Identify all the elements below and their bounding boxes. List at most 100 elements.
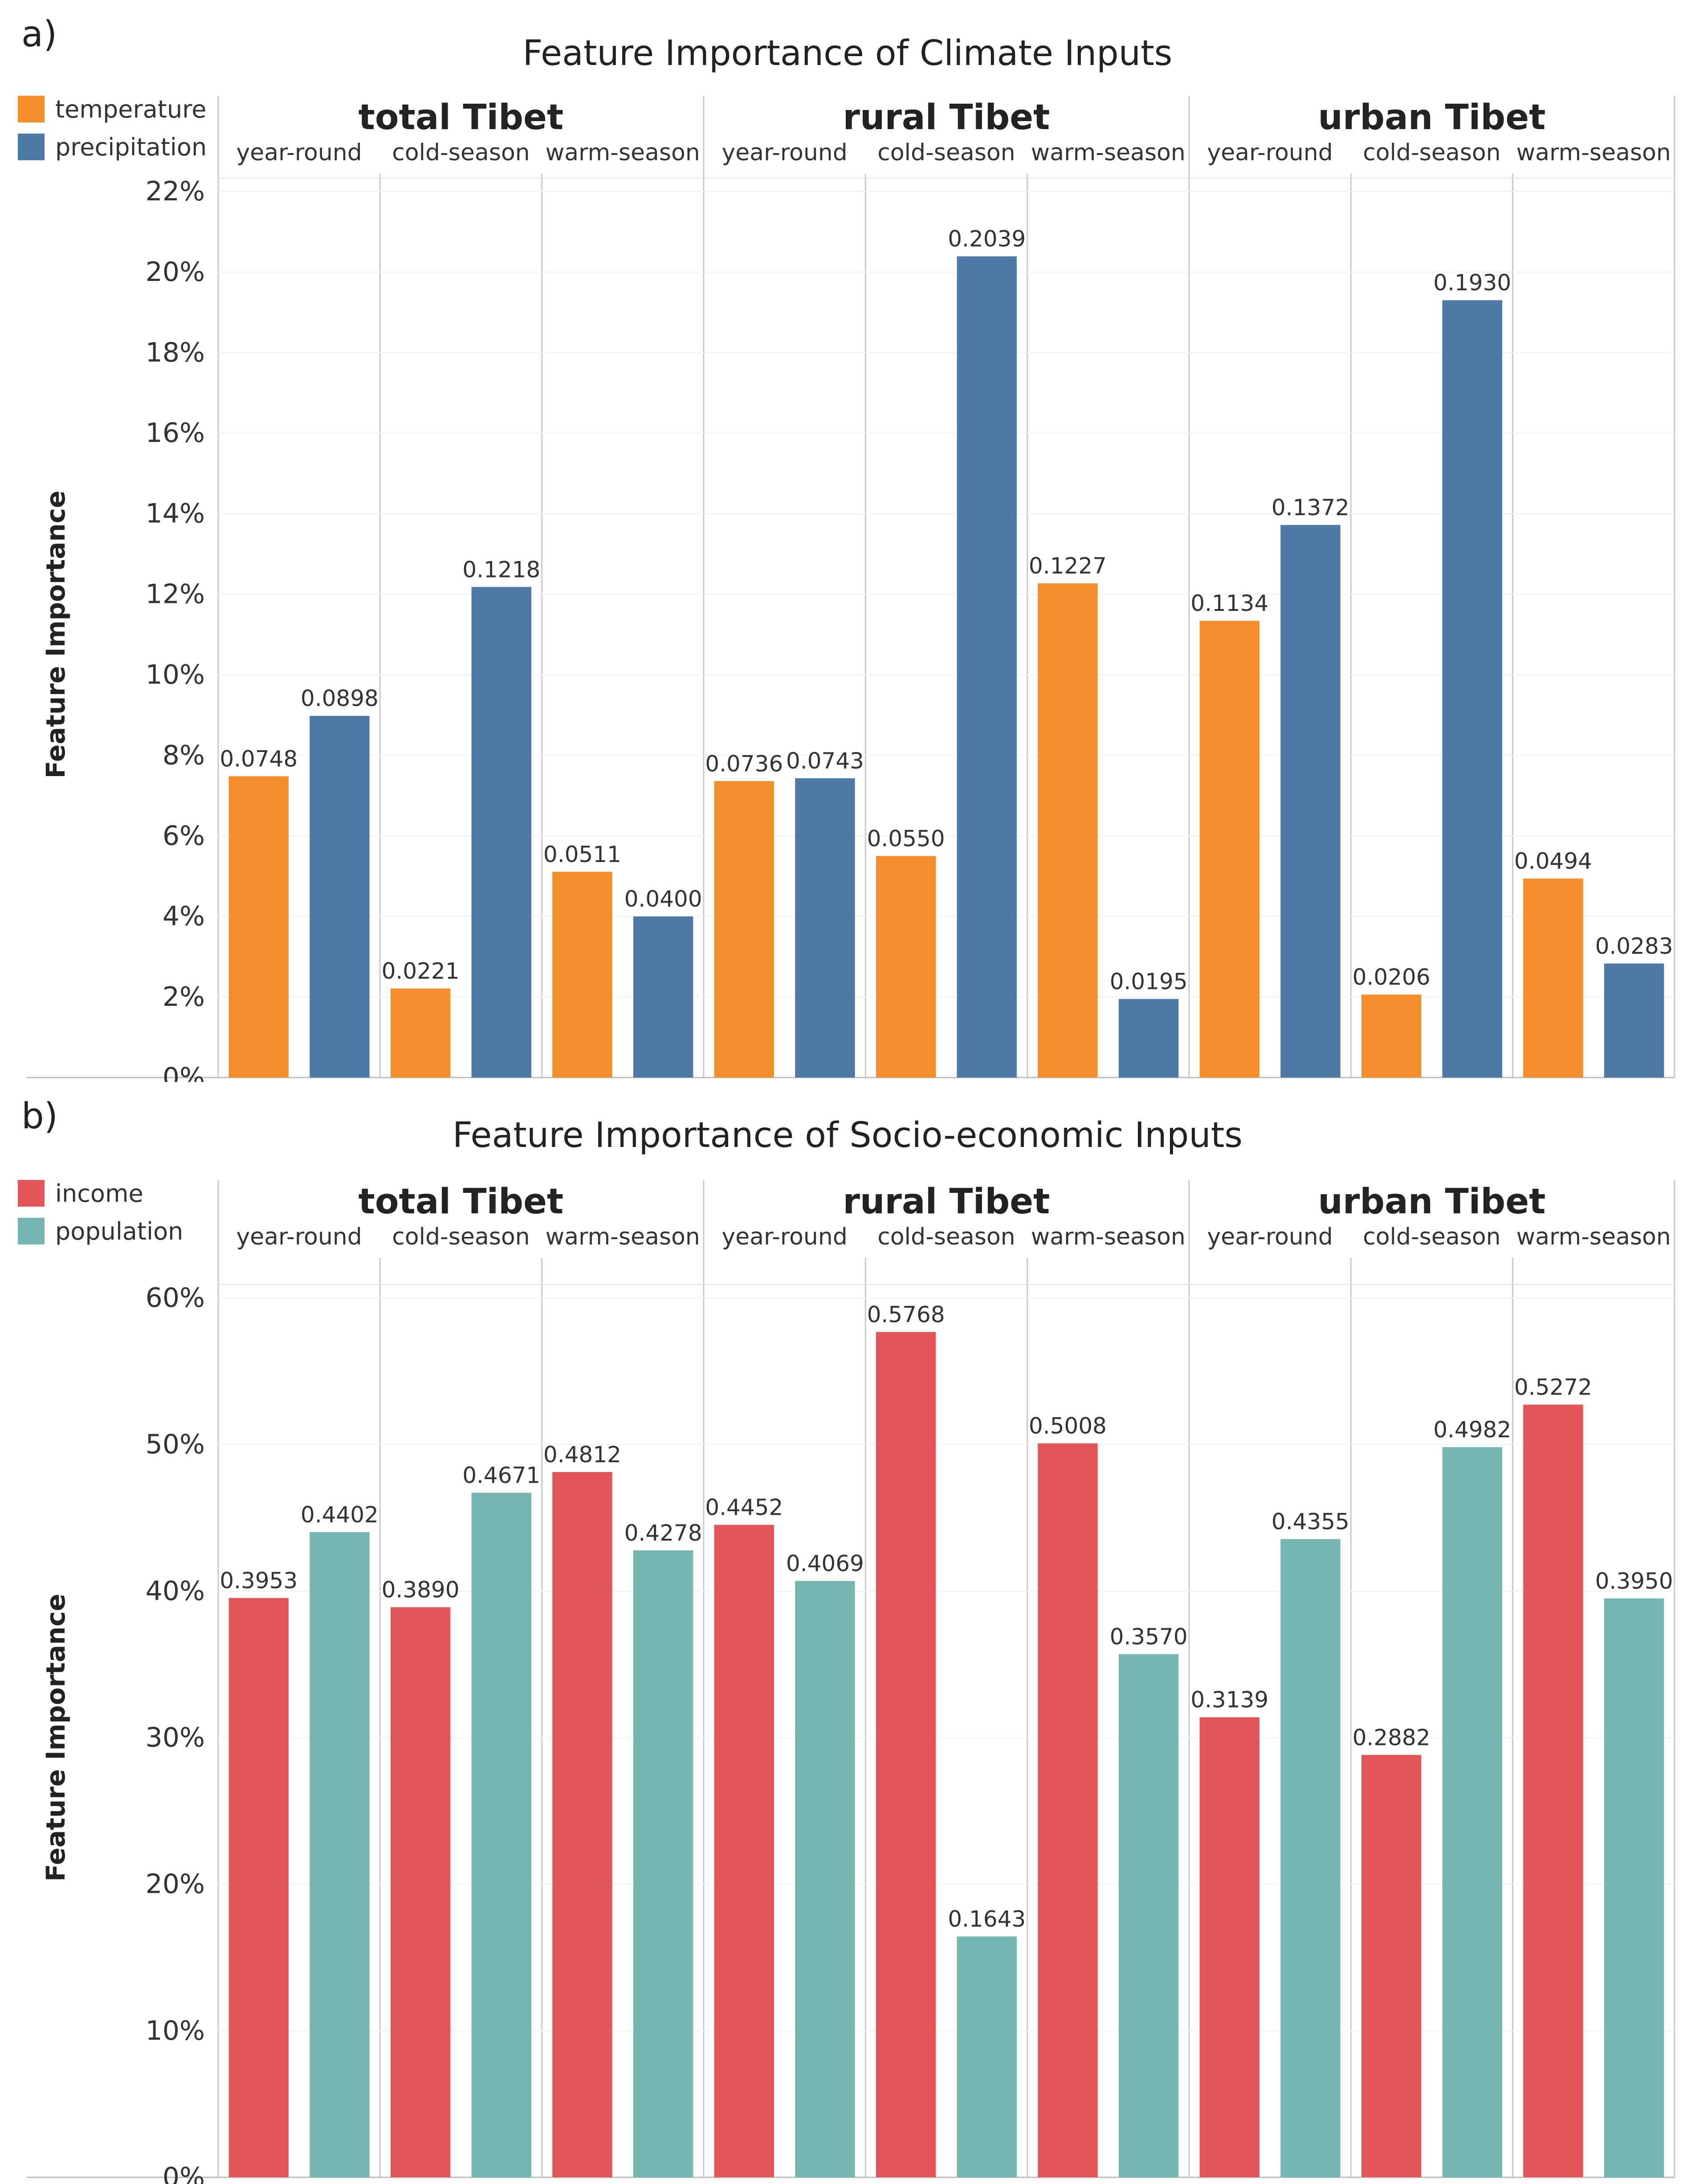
- y-tick-label: 12%: [146, 579, 205, 610]
- subgroup-header-warm-season: warm-season: [546, 1224, 700, 1250]
- legend-item-income: income: [18, 1175, 143, 1211]
- data-label-temperature: 0.0550: [867, 826, 945, 852]
- bar-income: [1199, 1717, 1260, 2177]
- data-label-income: 0.4452: [705, 1495, 783, 1521]
- bar-precipitation: [1604, 964, 1664, 1078]
- data-label-temperature: 0.0494: [1514, 848, 1592, 874]
- legend-item-temperature: temperature: [18, 91, 206, 127]
- subgroup-header-year-round: year-round: [721, 1224, 847, 1250]
- y-tick-label: 10%: [146, 659, 205, 690]
- y-tick-label: 8%: [163, 740, 205, 771]
- subgroup-header-cold-season: cold-season: [877, 139, 1015, 166]
- group-header-urban-tibet: urban Tibet: [1318, 98, 1545, 138]
- data-label-precipitation: 0.1372: [1271, 495, 1349, 521]
- data-label-income: 0.3953: [220, 1568, 297, 1594]
- legend-item-population: population: [18, 1213, 183, 1249]
- bar-population: [1604, 1598, 1664, 2177]
- subgroup-header-warm-season: warm-season: [1031, 139, 1186, 166]
- bar-precipitation: [957, 256, 1017, 1078]
- y-tick-label: 4%: [163, 901, 205, 932]
- data-label-population: 0.3950: [1595, 1568, 1673, 1594]
- data-label-temperature: 0.0206: [1353, 964, 1430, 990]
- legend-label-population: population: [55, 1217, 183, 1245]
- data-label-temperature: 0.0221: [382, 958, 460, 984]
- bar-income: [1361, 1755, 1422, 2177]
- data-label-population: 0.3570: [1110, 1624, 1188, 1650]
- subgroup-header-year-round: year-round: [236, 139, 362, 166]
- subgroup-header-warm-season: warm-season: [546, 139, 700, 166]
- y-tick-label: 10%: [146, 2015, 205, 2046]
- bar-income: [552, 1472, 612, 2177]
- subgroup-header-warm-season: warm-season: [1031, 1224, 1186, 1250]
- legend-label-income: income: [55, 1179, 143, 1208]
- y-tick-label: 18%: [146, 337, 205, 368]
- bar-income: [1523, 1404, 1583, 2177]
- bar-population: [633, 1550, 693, 2177]
- y-tick-label: 50%: [146, 1429, 205, 1460]
- y-tick-label: 40%: [146, 1575, 205, 1606]
- data-label-income: 0.5272: [1514, 1375, 1592, 1400]
- data-label-population: 0.4069: [786, 1551, 864, 1577]
- bar-precipitation: [1280, 525, 1341, 1078]
- data-label-population: 0.4402: [301, 1502, 379, 1528]
- data-label-population: 0.4355: [1271, 1509, 1349, 1534]
- subgroup-header-cold-season: cold-season: [1363, 1224, 1500, 1250]
- bar-population: [310, 1532, 370, 2177]
- bar-temperature: [714, 781, 774, 1078]
- subgroup-header-cold-season: cold-season: [877, 1224, 1015, 1250]
- y-tick-label: 16%: [146, 418, 205, 449]
- y-tick-label: 2%: [163, 981, 205, 1013]
- bar-precipitation: [633, 916, 693, 1078]
- data-label-precipitation: 0.0400: [624, 886, 702, 912]
- panel-b-title: Feature Importance of Socio-economic Inp…: [452, 1115, 1243, 1155]
- group-header-total-tibet: total Tibet: [359, 98, 564, 138]
- data-label-precipitation: 0.2039: [948, 226, 1026, 252]
- data-label-population: 0.4982: [1433, 1417, 1511, 1443]
- data-label-income: 0.2882: [1353, 1724, 1430, 1750]
- y-tick-label: 60%: [146, 1282, 205, 1314]
- data-label-income: 0.5008: [1029, 1413, 1107, 1439]
- subgroup-header-warm-season: warm-season: [1516, 139, 1671, 166]
- data-label-population: 0.4671: [462, 1462, 540, 1488]
- bar-temperature: [228, 776, 289, 1078]
- bar-precipitation: [310, 716, 370, 1078]
- legend-swatch-precipitation: [18, 134, 45, 160]
- bar-income: [714, 1525, 774, 2177]
- data-label-temperature: 0.0736: [705, 751, 783, 777]
- socio-economic-chart: total Tibet year-round cold-season warm-sea…: [27, 1180, 1675, 2184]
- panel-a-letter: a): [21, 13, 57, 55]
- bar-income: [228, 1598, 289, 2177]
- bar-population: [1442, 1447, 1503, 2177]
- bar-precipitation: [471, 587, 532, 1078]
- data-label-population: 0.1643: [948, 1906, 1026, 1932]
- data-label-temperature: 0.0748: [220, 746, 297, 772]
- data-label-precipitation: 0.0898: [301, 686, 379, 712]
- legend-swatch-income: [18, 1180, 45, 1207]
- legend-swatch-population: [18, 1218, 45, 1245]
- y-tick-label: 20%: [146, 1869, 205, 1900]
- group-header-total-tibet: total Tibet: [359, 1182, 564, 1222]
- data-label-temperature: 0.1227: [1029, 553, 1107, 579]
- subgroup-header-cold-season: cold-season: [392, 1224, 530, 1250]
- bar-population: [957, 1936, 1017, 2177]
- group-header-urban-tibet: urban Tibet: [1318, 1182, 1545, 1222]
- data-label-precipitation: 0.1930: [1433, 270, 1511, 296]
- data-label-temperature: 0.1134: [1190, 590, 1268, 616]
- data-label-income: 0.3890: [382, 1577, 460, 1603]
- bar-income: [390, 1607, 451, 2177]
- data-label-income: 0.4812: [543, 1442, 621, 1468]
- bar-temperature: [1523, 878, 1583, 1078]
- bar-temperature: [876, 856, 936, 1078]
- bar-population: [1280, 1539, 1341, 2177]
- data-label-temperature: 0.0511: [543, 842, 621, 867]
- legend-swatch-temperature: [18, 96, 45, 122]
- bar-temperature: [1199, 621, 1260, 1078]
- panel-a-title: Feature Importance of Climate Inputs: [522, 33, 1173, 73]
- y-tick-label: 0%: [163, 1062, 205, 1082]
- data-label-precipitation: 0.0283: [1595, 933, 1673, 959]
- legend-label-temperature: temperature: [55, 95, 207, 123]
- bar-temperature: [1038, 583, 1098, 1078]
- y-tick-label: 20%: [146, 256, 205, 288]
- bar-income: [876, 1332, 936, 2177]
- legend-item-precipitation: precipitation: [18, 129, 207, 165]
